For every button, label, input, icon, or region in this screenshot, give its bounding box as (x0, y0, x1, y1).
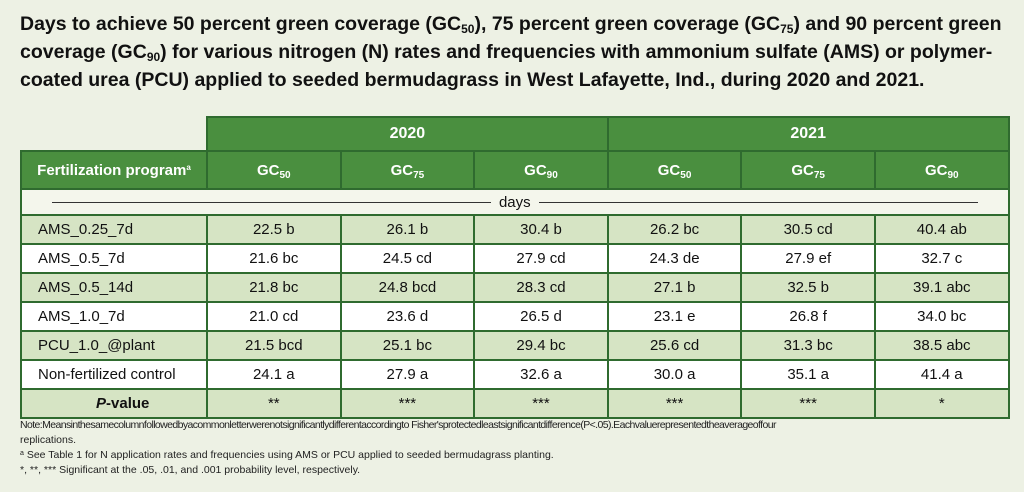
value-cell: 24.5 cd (339, 243, 476, 274)
gc90-2021-header: GC90 (873, 150, 1010, 190)
value-cell: 26.8 f (740, 301, 876, 332)
value-cell: 32.7 c (873, 243, 1010, 274)
footnote-significance: *, **, *** Significant at the .05, .01, … (20, 464, 361, 476)
pvalue-row: P-value ** *** *** *** *** * (20, 388, 1010, 419)
pvalue-cell: *** (473, 388, 609, 419)
value-cell: 34.0 bc (873, 301, 1010, 332)
value-cell: 41.4 a (873, 359, 1010, 390)
gc75-2020-header: GC75 (339, 150, 476, 190)
value-cell: 40.4 ab (873, 214, 1010, 245)
gc50-2020-header: GC50 (206, 150, 342, 190)
value-cell: 27.1 b (606, 272, 743, 303)
value-cell: 21.6 bc (206, 243, 342, 274)
corner-blank (21, 117, 208, 152)
pvalue-cell: *** (339, 388, 476, 419)
value-cell: 24.1 a (206, 359, 342, 390)
value-cell: 21.5 bcd (206, 330, 342, 361)
value-cell: 27.9 a (339, 359, 476, 390)
pvalue-cell: *** (606, 388, 743, 419)
value-cell: 38.5 abc (873, 330, 1010, 361)
value-cell: 22.5 b (206, 214, 342, 245)
row-label: AMS_0.5_14d (20, 272, 208, 303)
table-row: AMS_0.25_7d 22.5 b 26.1 b 30.4 b 26.2 bc 30.5… (20, 214, 1010, 245)
value-cell: 27.9 cd (473, 243, 609, 274)
units-cell: days (20, 188, 1010, 216)
year-header-row: 2020 2021 (21, 116, 1010, 152)
program-header: Fertilization programa (20, 150, 208, 190)
value-cell: 28.3 cd (473, 272, 609, 303)
row-label: AMS_0.5_7d (20, 243, 208, 274)
units-rule-left (52, 201, 491, 203)
table-row: PCU_1.0_@plant 21.5 bcd 25.1 bc 29.4 bc 25.6… (20, 330, 1010, 361)
value-cell: 30.0 a (606, 359, 743, 390)
value-cell: 24.8 bcd (339, 272, 476, 303)
value-cell: 29.4 bc (473, 330, 609, 361)
footnote-a: a See Table 1 for N application rates an… (20, 449, 554, 461)
row-label: PCU_1.0_@plant (20, 330, 208, 361)
row-label: AMS_0.25_7d (20, 214, 208, 245)
row-label: Non-fertilized control (20, 359, 208, 390)
value-cell: 23.1 e (606, 301, 743, 332)
note-means-cont: replications. (20, 434, 77, 446)
gc75-2021-header: GC75 (740, 150, 876, 190)
value-cell: 26.2 bc (606, 214, 743, 245)
pvalue-cell: * (873, 388, 1010, 419)
gc50-2021-header: GC50 (606, 150, 743, 190)
table-row: AMS_1.0_7d 21.0 cd 23.6 d 26.5 d 23.1 e 26.8 … (20, 301, 1010, 332)
value-cell: 25.1 bc (339, 330, 476, 361)
note-means: Note:Meansinthesamecolumnfollowedbyacomm… (20, 419, 776, 431)
value-cell: 24.3 de (606, 243, 743, 274)
year-2020-header: 2020 (206, 116, 609, 152)
value-cell: 25.6 cd (606, 330, 743, 361)
year-2021-header: 2021 (606, 116, 1010, 152)
value-cell: 26.1 b (339, 214, 476, 245)
pvalue-cell: *** (740, 388, 876, 419)
value-cell: 30.4 b (473, 214, 609, 245)
value-cell: 35.1 a (740, 359, 876, 390)
value-cell: 26.5 d (473, 301, 609, 332)
results-table: 2020 2021 Fertilization programa GC50 GC… (20, 116, 1010, 419)
pvalue-cell: ** (206, 388, 342, 419)
row-label: AMS_1.0_7d (20, 301, 208, 332)
value-cell: 30.5 cd (740, 214, 876, 245)
value-cell: 23.6 d (339, 301, 476, 332)
value-cell: 31.3 bc (740, 330, 876, 361)
value-cell: 32.5 b (740, 272, 876, 303)
gc90-2020-header: GC90 (473, 150, 609, 190)
table-row: Non-fertilized control 24.1 a 27.9 a 32.6 a… (20, 359, 1010, 390)
table-row: AMS_0.5_7d 21.6 bc 24.5 cd 27.9 cd 24.3 de 27… (20, 243, 1010, 274)
pvalue-label: P-value (20, 388, 208, 419)
gc-header-row: Fertilization programa GC50 GC75 GC90 GC… (20, 150, 1010, 190)
units-rule-right (538, 201, 978, 203)
table-title: Days to achieve 50 percent green coverag… (20, 13, 1002, 91)
value-cell: 32.6 a (473, 359, 609, 390)
value-cell: 39.1 abc (873, 272, 1010, 303)
units-label: days (498, 193, 531, 211)
value-cell: 21.0 cd (206, 301, 342, 332)
value-cell: 27.9 ef (740, 243, 876, 274)
table-notes: Note:Meansinthesamecolumnfollowedbyacomm… (20, 418, 1010, 478)
value-cell: 21.8 bc (206, 272, 342, 303)
units-row: days (20, 188, 1010, 216)
